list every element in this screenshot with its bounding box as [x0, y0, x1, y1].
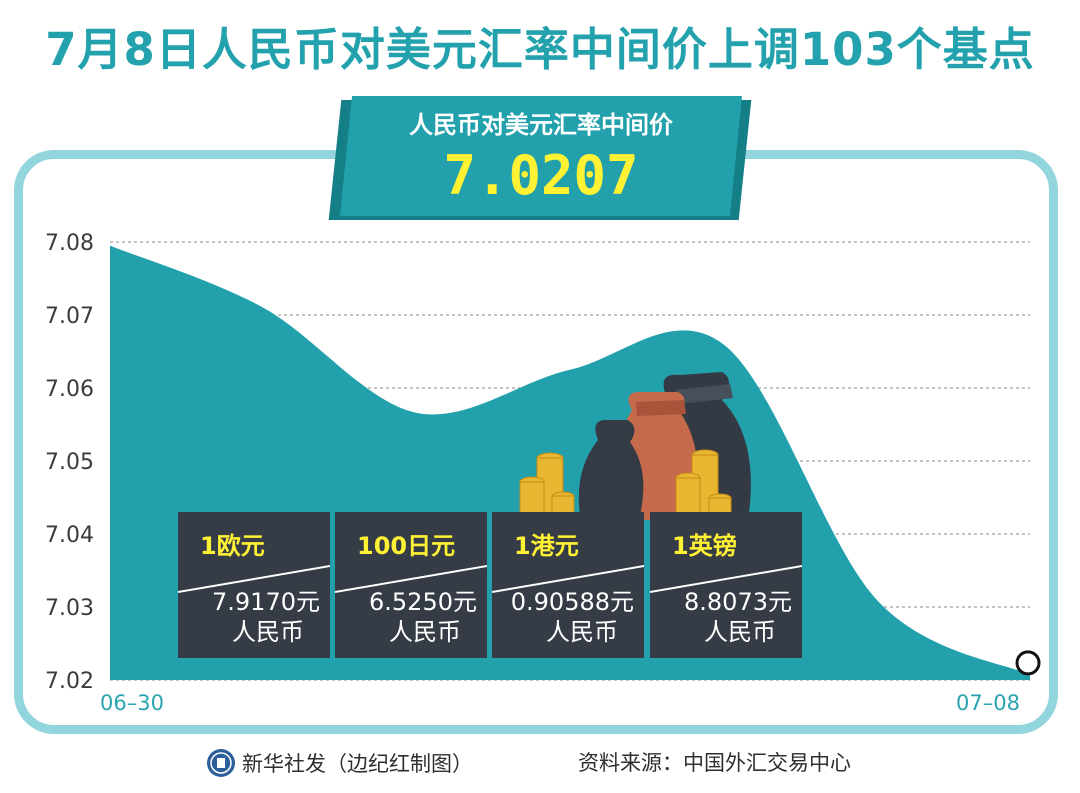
divider-line	[178, 565, 330, 593]
currency-label: 100日元	[357, 532, 456, 560]
x-tick-label: 06–30	[100, 691, 164, 715]
rate-value: 6.5250元	[369, 588, 477, 616]
rate-value: 7.9170元	[212, 588, 320, 616]
y-tick-label: 7.06	[45, 377, 94, 402]
y-tick-label: 7.04	[45, 523, 94, 548]
x-tick-label: 07–08	[956, 691, 1020, 715]
y-tick-label: 7.07	[45, 304, 94, 329]
rate-unit: 人民币	[704, 618, 776, 646]
credit-text: 新华社发（边纪红制图）	[242, 752, 473, 776]
currency-label: 1英镑	[672, 532, 737, 560]
rate-banner	[340, 96, 742, 216]
rate-card-gbp: 1英镑 8.8073元 人民币	[650, 512, 802, 658]
rate-card-jpy: 100日元 6.5250元 人民币	[335, 512, 487, 658]
rate-card-eur: 1欧元 7.9170元 人民币	[178, 512, 330, 658]
currency-label: 1港元	[514, 532, 579, 560]
latest-point-marker	[1015, 650, 1041, 676]
rate-value: 0.90588元	[510, 588, 634, 616]
money-bag-icon	[578, 420, 644, 515]
rate-card-hkd: 1港元 0.90588元 人民币	[492, 512, 644, 658]
rate-unit: 人民币	[389, 618, 461, 646]
xinhua-logo-icon	[207, 749, 235, 777]
y-tick-label: 7.02	[45, 669, 94, 694]
rate-unit: 人民币	[232, 618, 304, 646]
x-axis-ticks: 06–30 07–08	[100, 691, 1020, 715]
banner-label: 人民币对美元汇率中间价	[409, 111, 673, 139]
footer-credit: 新华社发（边纪红制图）	[206, 746, 473, 780]
divider-line	[650, 565, 802, 593]
divider-line	[335, 565, 487, 593]
y-tick-label: 7.08	[45, 231, 94, 256]
chart-title: 7月8日人民币对美元汇率中间价上调103个基点	[45, 23, 1035, 76]
y-tick-label: 7.03	[45, 596, 94, 621]
currency-label: 1欧元	[200, 532, 265, 560]
divider-line	[492, 565, 644, 593]
footer-source: 资料来源：中国外汇交易中心	[578, 751, 851, 775]
banner-value: 7.0207	[443, 144, 639, 207]
y-axis-ticks: 7.08 7.07 7.06 7.05 7.04 7.03 7.02	[45, 231, 94, 694]
money-bags-illustration	[519, 372, 751, 520]
rate-unit: 人民币	[546, 618, 618, 646]
y-tick-label: 7.05	[45, 450, 94, 475]
rate-value: 8.8073元	[684, 588, 792, 616]
